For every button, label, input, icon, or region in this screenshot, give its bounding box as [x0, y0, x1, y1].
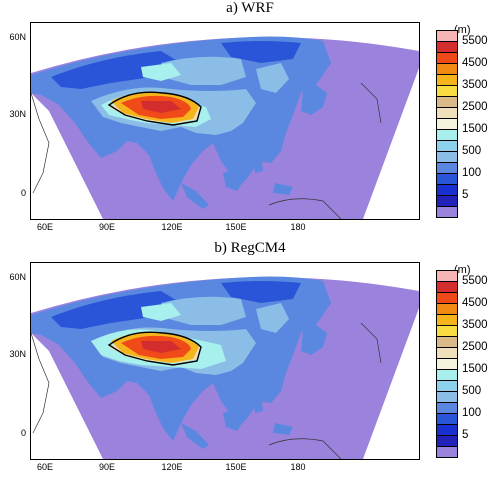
xtick-180: 180 [290, 462, 306, 472]
summit-zone [141, 101, 181, 113]
land-lowplain [51, 291, 181, 329]
xtick-90E: 90E [98, 222, 115, 232]
land-philippines [253, 393, 263, 413]
ytick-60N: 60N [9, 272, 26, 282]
coastline-australia [268, 438, 342, 459]
legend-label: 5 [462, 429, 469, 441]
xtick-120E: 120E [161, 462, 183, 472]
legend-label: 3500 [462, 319, 488, 331]
hills-mongolia [161, 56, 246, 85]
terrain-map [31, 36, 419, 219]
legend-label: 5 [462, 189, 469, 201]
coastline-pacific [360, 82, 382, 124]
ytick-30N: 30N [9, 349, 26, 359]
upland-north [141, 63, 181, 81]
legend-row: 4500 [436, 51, 496, 75]
ytick-60N: 60N [9, 32, 26, 42]
legend-label: 3500 [462, 79, 488, 91]
land-newguinea [273, 183, 293, 195]
land-siberia [221, 41, 301, 63]
legend-label: 500 [462, 145, 482, 157]
legend-label: 4500 [462, 57, 488, 69]
plateau-contour [107, 91, 202, 126]
coastline-africa [31, 332, 50, 434]
upland-north [141, 303, 181, 321]
legend-row: 3500 [436, 73, 496, 97]
panel-title: b) RegCM4 [214, 240, 286, 256]
legend-label: 2500 [462, 101, 488, 113]
legend-row: 100 [436, 161, 496, 185]
xtick-60E: 60E [36, 462, 53, 472]
xtick-150E: 150E [225, 462, 247, 472]
hills-mongolia [161, 296, 246, 325]
ytick-0: 0 [20, 428, 26, 438]
map-frame [30, 262, 420, 460]
legend-label: 100 [462, 167, 482, 179]
ytick-0: 0 [20, 188, 26, 198]
coastline-pacific [360, 322, 382, 364]
coastline-africa [31, 92, 50, 194]
land-borneo [223, 409, 245, 431]
map-panel-wrf: a) WRF [9, 0, 496, 232]
summit-zone [141, 341, 181, 353]
plateau-contour [107, 331, 202, 366]
legend-label: 4500 [462, 297, 488, 309]
xtick-180: 180 [290, 222, 306, 232]
xtick-90E: 90E [98, 462, 115, 472]
map-frame [30, 22, 420, 220]
map-panel-regcm: b) RegCM4 [0, 240, 500, 480]
land-japan [301, 85, 327, 115]
xtick-150E: 150E [225, 222, 247, 232]
panel-title: a) WRF [226, 0, 274, 16]
hills-east [256, 63, 289, 93]
land-philippines [253, 153, 263, 173]
legend-label: 1500 [462, 363, 488, 375]
land-lowplain [51, 51, 181, 89]
legend-label: 5500 [462, 275, 488, 287]
legend-row: 100 [436, 401, 496, 425]
land-siberia [221, 281, 301, 303]
land-borneo [223, 169, 245, 191]
hills-east [256, 303, 289, 333]
legend-label: 2500 [462, 341, 488, 353]
legend-label: 5500 [462, 35, 488, 47]
legend-row [436, 194, 496, 218]
terrain-map [31, 276, 419, 459]
legend-label: 500 [462, 385, 482, 397]
legend-row: 2500 [436, 335, 496, 359]
legend-label: 100 [462, 407, 482, 419]
xtick-60E: 60E [36, 222, 53, 232]
legend-unit: (m) [454, 264, 471, 276]
legend-swatch [436, 206, 458, 218]
legend-row [436, 434, 496, 458]
land-japan [301, 325, 327, 355]
legend-swatch [436, 446, 458, 458]
land-sumatra [181, 423, 209, 449]
legend-row: 5 [436, 423, 496, 447]
legend-unit: (m) [454, 24, 471, 36]
xtick-120E: 120E [161, 222, 183, 232]
legend-row: 1500 [436, 117, 496, 141]
ytick-30N: 30N [9, 109, 26, 119]
legend-label: 1500 [462, 123, 488, 135]
land-newguinea [273, 423, 293, 435]
coastline-australia [268, 198, 342, 219]
land-sumatra [181, 183, 209, 209]
